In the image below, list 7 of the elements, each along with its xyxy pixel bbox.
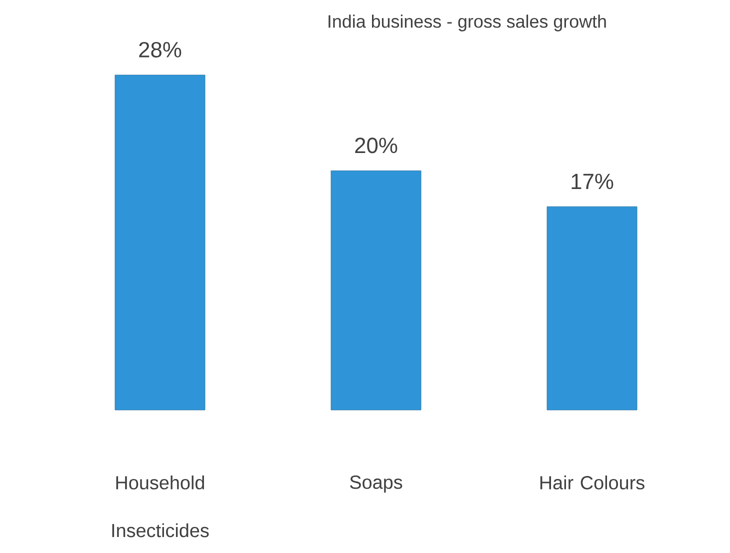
category-label: Household Insecticides (112, 476, 209, 538)
data-label: 28% (139, 42, 182, 58)
x-tick-label: Soaps (350, 476, 402, 493)
data-label: 20% (355, 138, 398, 154)
data-label: 17% (572, 174, 614, 190)
chart-title: India business - gross sales growth (328, 14, 606, 32)
x-tick-label: Hair Colours (540, 476, 644, 490)
